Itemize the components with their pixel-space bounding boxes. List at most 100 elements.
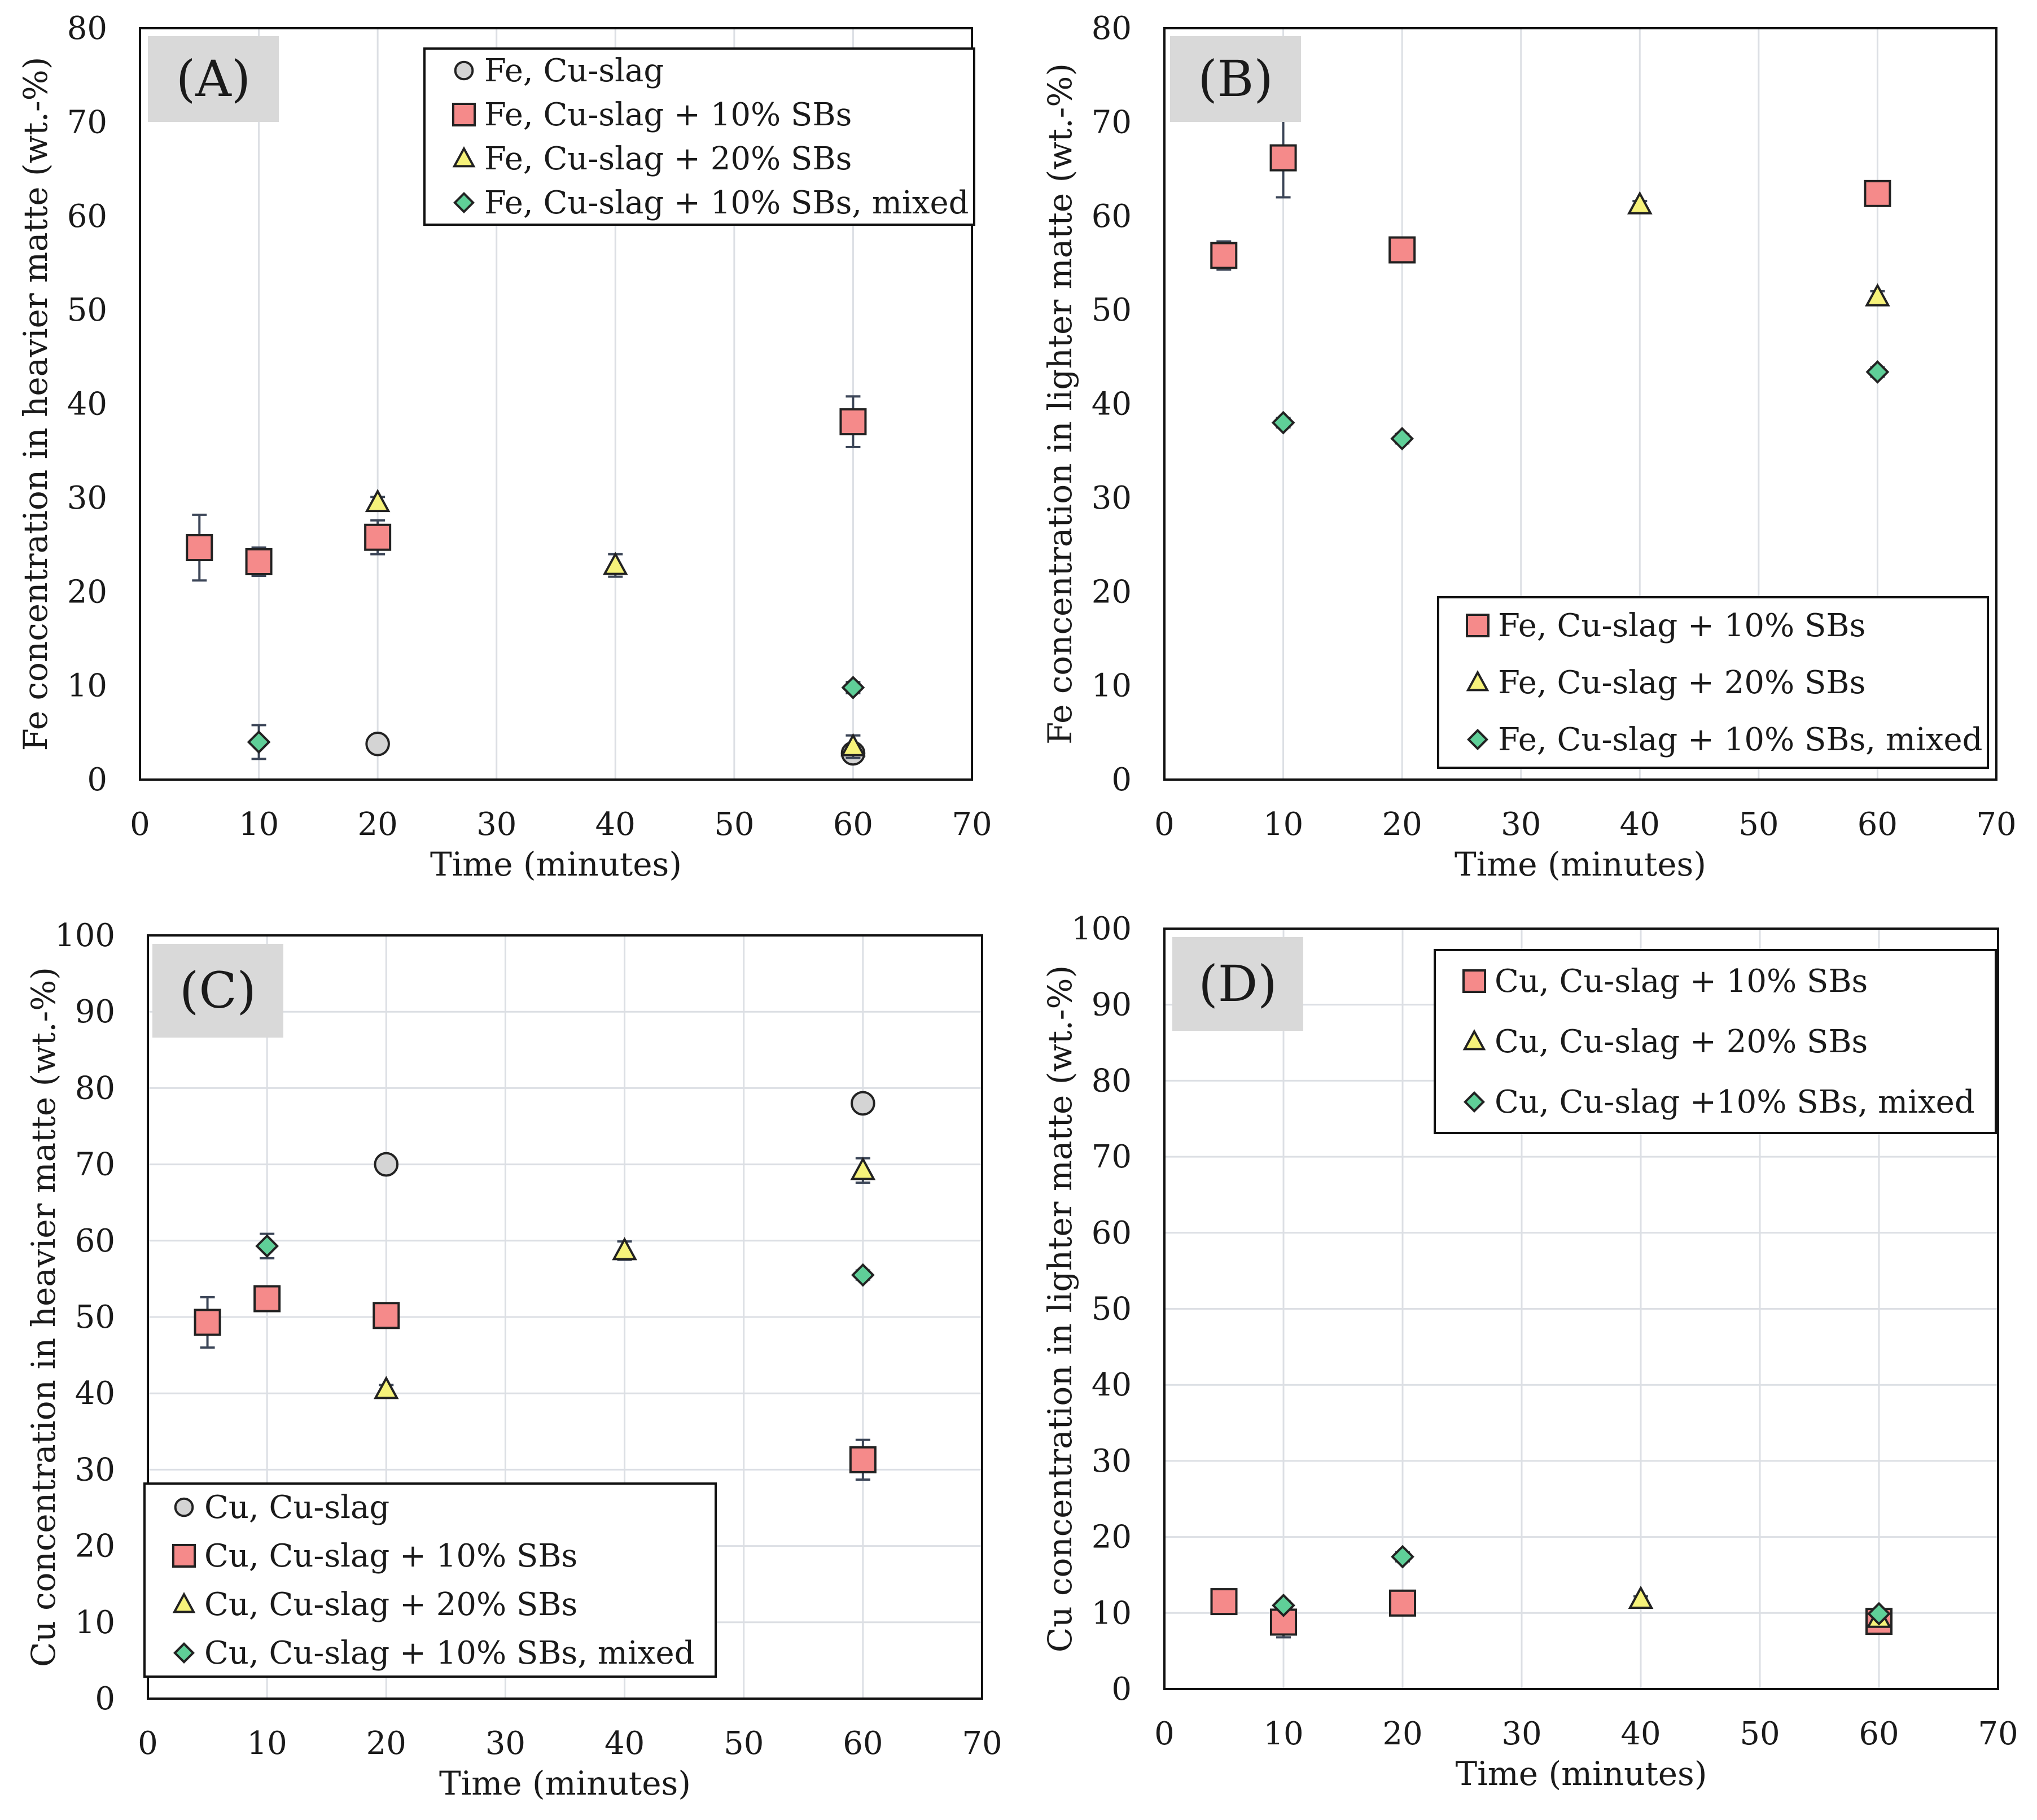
x-tick-label: 0 (130, 806, 150, 843)
x-tick-label: 60 (843, 1725, 883, 1762)
legend-entry: Cu, Cu-slag + 20% SBs (1495, 1023, 1868, 1060)
legend-entry: Fe, Cu-slag + 10% SBs (484, 97, 852, 133)
legend-marker-diamond (1464, 1091, 1485, 1113)
data-point-diamond (1390, 427, 1414, 450)
y-tick-label: 0 (87, 762, 107, 798)
data-point-square (373, 1302, 400, 1329)
legend-marker-square (452, 103, 476, 126)
y-tick-label: 30 (67, 480, 107, 517)
data-point-square (245, 548, 273, 576)
x-tick-label: 40 (1620, 806, 1660, 843)
series-square (186, 395, 867, 582)
legend-entry: Cu, Cu-slag + 20% SBs (204, 1586, 577, 1623)
plot-frame (147, 934, 983, 1700)
y-tick-label: 40 (1092, 386, 1132, 423)
data-point-triangle (1627, 191, 1653, 215)
legend-marker-diamond (173, 1642, 195, 1664)
x-tick-label: 50 (1738, 806, 1778, 843)
x-axis-title: Time (minutes) (1455, 845, 1706, 883)
panel-label: (D) (1198, 955, 1277, 1013)
x-tick-label: 30 (485, 1725, 525, 1762)
x-tick-label: 10 (1263, 806, 1303, 843)
data-point-square (253, 1285, 281, 1313)
y-tick-label: 10 (75, 1604, 115, 1641)
x-tick-label: 20 (358, 806, 398, 843)
y-tick-label: 30 (1092, 1443, 1132, 1480)
x-tick-label: 70 (1978, 1716, 2018, 1752)
series-circle (374, 1091, 875, 1177)
x-tick-label: 30 (1501, 1716, 1541, 1752)
legend-entry: Cu, Cu-slag + 10% SBs (1495, 963, 1868, 1000)
x-axis-title: Time (minutes) (439, 1764, 691, 1803)
data-point-triangle (840, 733, 866, 756)
data-point-square (1864, 180, 1891, 207)
data-point-diamond (1867, 1602, 1891, 1626)
x-tick-label: 20 (1382, 806, 1422, 843)
legend-marker-triangle (1462, 1029, 1486, 1051)
data-point-square (1210, 242, 1238, 269)
y-tick-label: 0 (1111, 1671, 1132, 1708)
legend-entry: Fe, Cu-slag + 10% SBs (1498, 607, 1865, 644)
data-point-square (364, 523, 392, 551)
legend-marker-circle (174, 1497, 194, 1517)
y-tick-label: 10 (67, 668, 107, 705)
y-tick-label: 60 (1092, 198, 1132, 235)
data-point-diamond (255, 1234, 279, 1258)
legend-marker-square (1466, 614, 1490, 637)
data-point-triangle (602, 552, 628, 575)
y-tick-label: 70 (1092, 1139, 1132, 1175)
x-tick-label: 40 (1620, 1716, 1661, 1752)
x-tick-label: 50 (714, 806, 754, 843)
y-tick-label: 80 (75, 1070, 115, 1106)
legend-entry: Cu, Cu-slag +10% SBs, mixed (1495, 1084, 1975, 1121)
x-tick-label: 10 (239, 806, 279, 843)
x-tick-label: 70 (962, 1725, 1002, 1762)
x-tick-label: 30 (1501, 806, 1541, 843)
y-tick-label: 90 (1092, 987, 1132, 1023)
y-tick-label: 50 (1092, 1291, 1132, 1328)
data-point-circle (374, 1152, 399, 1177)
data-point-diamond (1272, 1593, 1295, 1617)
x-axis-title: Time (minutes) (430, 845, 682, 883)
series-square (1210, 117, 1891, 271)
legend-entry: Fe, Cu-slag + 10% SBs, mixed (1498, 721, 1982, 758)
data-point-diamond (1391, 1545, 1414, 1569)
legend: Cu, Cu-slag + 10% SBs Cu, Cu-slag + 20% S… (1434, 949, 1997, 1134)
legend-box (423, 47, 975, 226)
data-point-triangle (365, 489, 391, 513)
legend-entry: Cu, Cu-slag + 10% SBs, mixed (204, 1635, 694, 1672)
y-tick-label: 60 (1092, 1215, 1132, 1252)
y-tick-label: 30 (75, 1451, 115, 1488)
legend-entry: Cu, Cu-slag (204, 1489, 389, 1526)
y-tick-label: 90 (75, 994, 115, 1030)
x-tick-label: 0 (1154, 806, 1175, 843)
legend-box (143, 1482, 717, 1678)
data-point-triangle (850, 1157, 876, 1180)
data-point-square (194, 1309, 221, 1336)
x-tick-label: 50 (724, 1725, 764, 1762)
y-tick-label: 50 (67, 292, 107, 329)
legend-marker-square (172, 1544, 196, 1568)
y-tick-label: 60 (67, 198, 107, 235)
panel-label-box (1170, 36, 1301, 122)
panel-label: (A) (176, 50, 251, 108)
series-diamond (1271, 360, 1890, 450)
chart-panel-3: 0 10 20 30 40 50 60 70 0 10 20 30 40 50 60 70 80 90 100 Tim… (24, 917, 1002, 1803)
y-tick-label: 30 (1092, 480, 1132, 517)
legend-entry: Fe, Cu-slag + 20% SBs (1498, 664, 1865, 701)
y-tick-label: 20 (75, 1528, 115, 1565)
data-point-diamond (247, 730, 271, 754)
panel-label-box (148, 36, 279, 122)
legend-marker-triangle (172, 1591, 196, 1613)
y-tick-label: 0 (1111, 762, 1132, 798)
chart-panel-2: 0 10 20 30 40 50 60 70 0 10 20 30 40 50 60 70 80 Time (mi… (1041, 10, 2017, 883)
x-tick-label: 60 (833, 806, 873, 843)
data-point-triangle (1865, 283, 1890, 307)
data-point-square (1210, 1588, 1238, 1616)
y-axis-title: Cu concentration in heavier matte (wt.-%… (24, 967, 63, 1667)
series-diamond (247, 676, 865, 760)
data-point-circle (365, 731, 390, 756)
plot-frame (139, 27, 973, 781)
series-triangle (1627, 191, 1890, 307)
